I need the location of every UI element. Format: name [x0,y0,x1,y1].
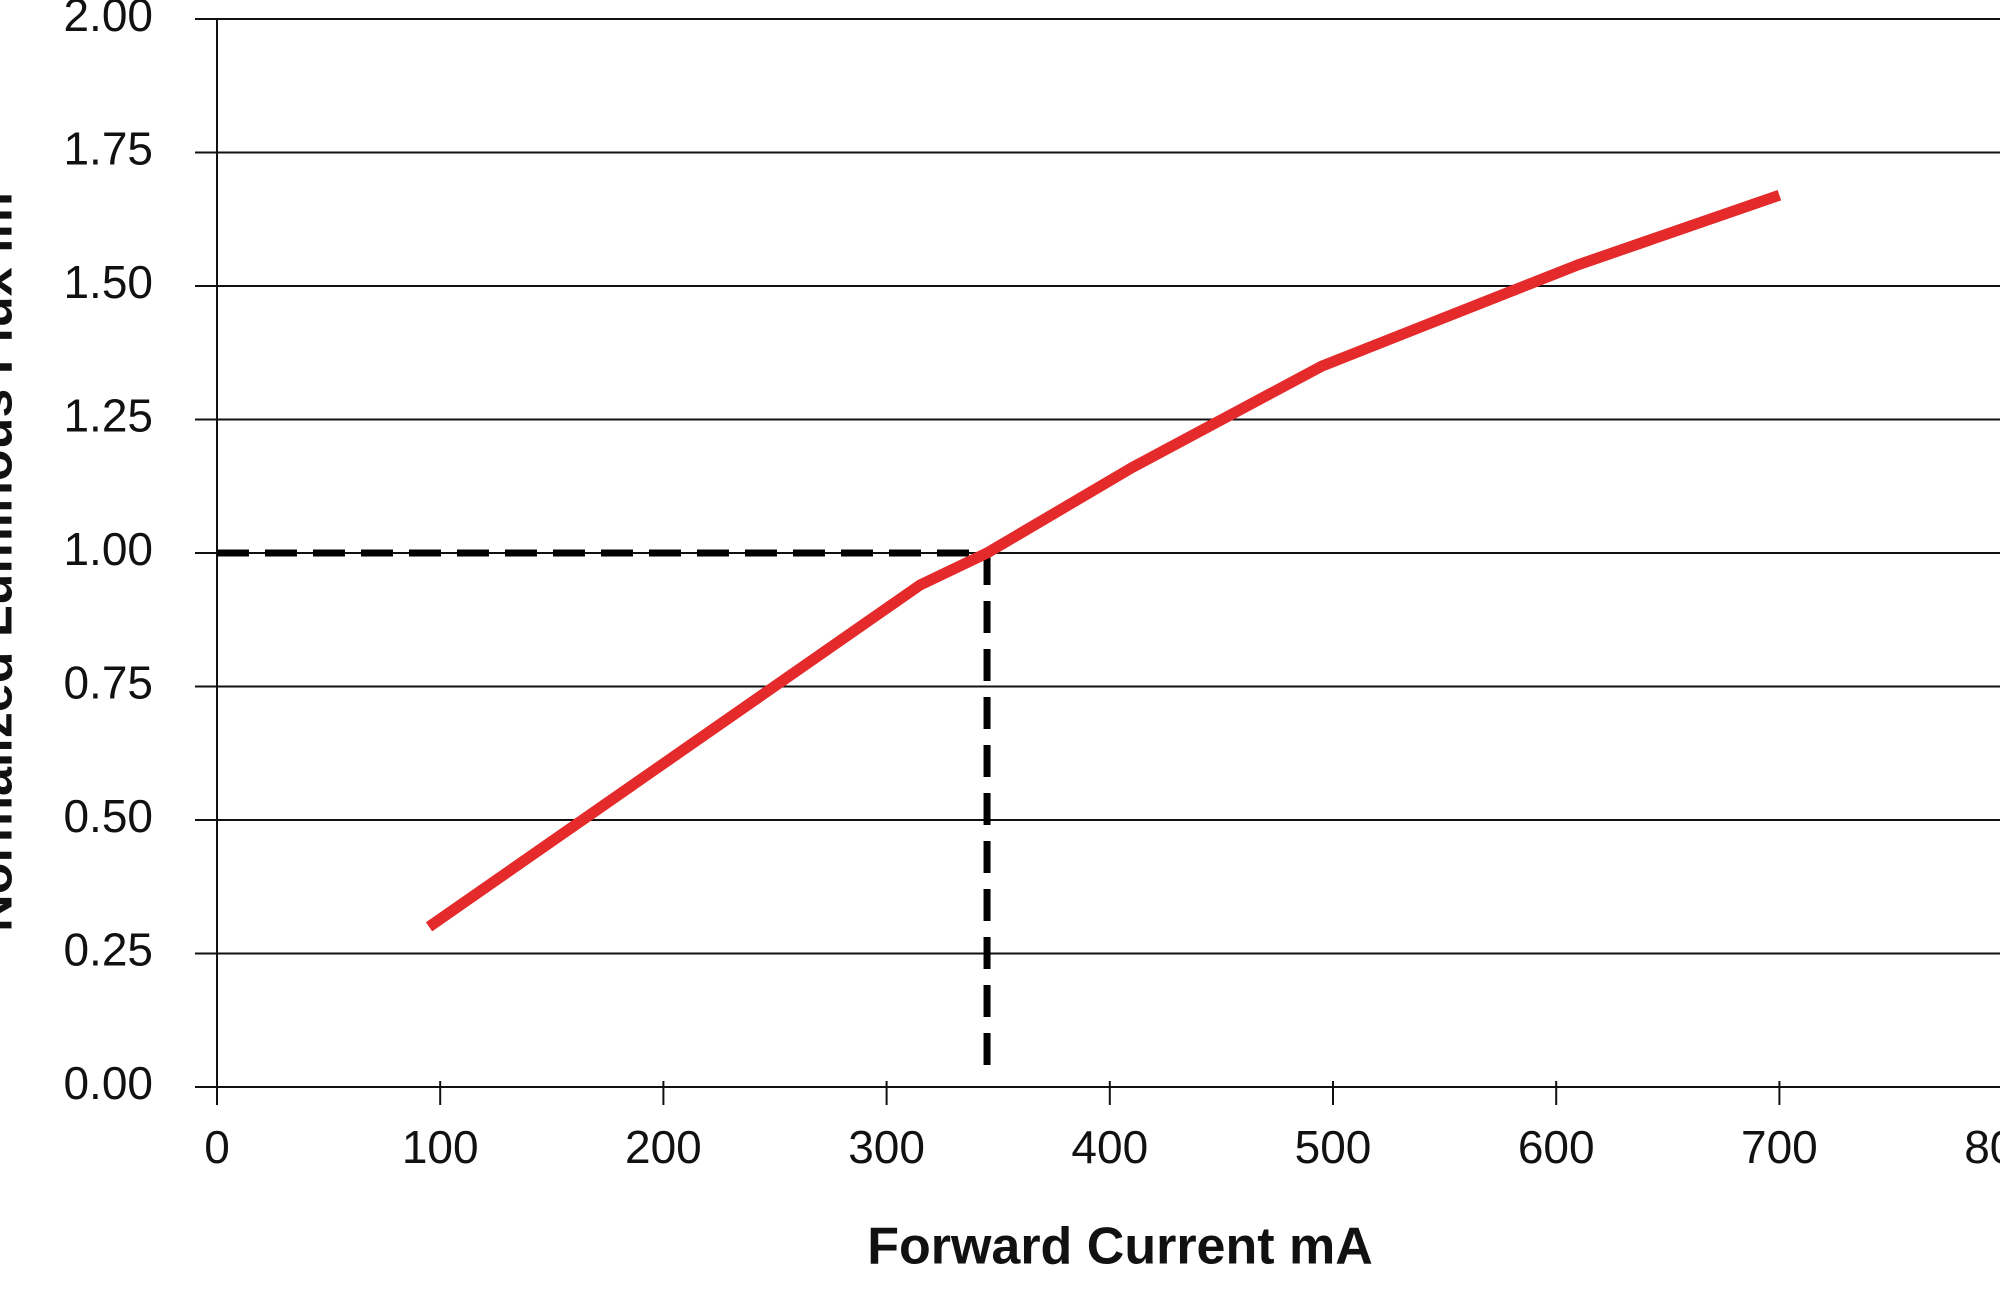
y-axis-label: Normalized Luminous Flux lm [0,192,24,932]
y-tick-label: 2.00 [63,0,153,41]
y-tick-label: 1.25 [63,390,153,442]
y-tick-label: 0.50 [63,790,153,842]
x-tick-label: 200 [625,1121,702,1173]
y-tick-label: 0.25 [63,924,153,976]
y-tick-label: 1.75 [63,123,153,175]
x-tick-label: 600 [1518,1121,1595,1173]
y-tick-label: 0.00 [63,1057,153,1109]
x-tick-label: 0 [204,1121,230,1173]
x-tick-label: 300 [848,1121,925,1173]
y-tick-label: 1.00 [63,523,153,575]
x-axis-label: Forward Current mA [867,1218,1373,1276]
y-tick-label: 1.50 [63,256,153,308]
x-tick-label: 500 [1295,1121,1372,1173]
y-tick-label: 0.75 [63,657,153,709]
x-tick-label: 400 [1071,1121,1148,1173]
x-tick-label: 700 [1741,1121,1818,1173]
x-tick-label: 100 [402,1121,479,1173]
data-line [425,190,1782,932]
x-tick-label: 800 [1964,1121,2000,1173]
